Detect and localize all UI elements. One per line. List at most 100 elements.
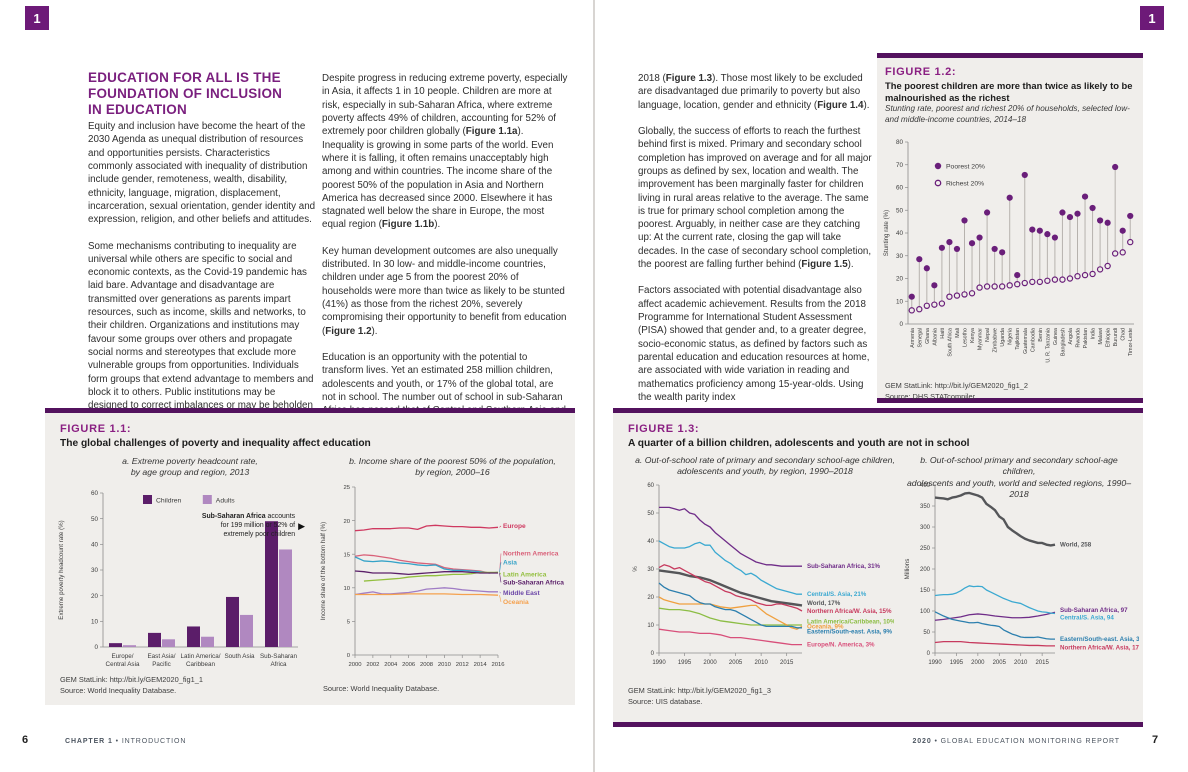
- svg-text:1990: 1990: [928, 660, 942, 666]
- svg-text:60: 60: [91, 490, 99, 497]
- svg-text:20: 20: [647, 595, 654, 601]
- page-gutter-divider: [593, 0, 595, 772]
- svg-text:Kenya: Kenya: [970, 328, 976, 343]
- svg-text:200: 200: [920, 567, 931, 573]
- svg-text:Europe: Europe: [503, 523, 526, 530]
- svg-text:40: 40: [896, 230, 904, 237]
- figure-1-3a-panel-title: a. Out-of-school rate of primary and sec…: [635, 455, 895, 477]
- svg-text:Asia: Asia: [503, 559, 517, 566]
- svg-text:Caribbean: Caribbean: [186, 661, 216, 668]
- svg-text:2012: 2012: [456, 662, 469, 668]
- svg-text:South Africa: South Africa: [947, 328, 953, 357]
- svg-text:East Asia/: East Asia/: [147, 653, 175, 660]
- source-text: Source: DHS STATcompiler.: [885, 392, 977, 402]
- svg-text:U. R. Tanzania: U. R. Tanzania: [1045, 328, 1051, 363]
- paragraph: Despite progress in reducing extreme pov…: [322, 73, 568, 231]
- out-of-school-rate-line-chart: 0 10 20 30 40 50 60 1990 1995 2000 2005 2010 2015% Su…: [632, 483, 894, 666]
- statlink-text: GEM StatLink: http://bit.ly/GEM2020_fig1…: [628, 686, 771, 695]
- text-column-3: 2018 (Figure 1.3). Those most likely to …: [638, 72, 872, 417]
- svg-text:Uganda: Uganda: [1000, 328, 1006, 347]
- svg-text:30: 30: [647, 567, 654, 573]
- svg-text:Middle East: Middle East: [503, 590, 540, 597]
- footer-section: • INTRODUCTION: [112, 738, 187, 745]
- footer-year: 2020: [912, 738, 932, 745]
- svg-text:50: 50: [896, 207, 904, 214]
- svg-text:1990: 1990: [652, 660, 666, 666]
- source-text: Source: World Inequality Database.: [60, 686, 177, 696]
- page-number-right: 7: [1152, 734, 1159, 746]
- extreme-poverty-bar-chart: 0 10 20 30 40 50 60 Extreme poverty headcount r…: [58, 490, 298, 668]
- svg-text:Northern Africa/W. Asia, 15%: Northern Africa/W. Asia, 15%: [807, 608, 892, 615]
- paragraph: 2018 (Figure 1.3). Those most likely to …: [638, 73, 870, 111]
- figure-1-1b-panel-title: b. Income share of the poorest 50% of th…: [349, 456, 556, 478]
- running-footer-right: 2020 • GLOBAL EDUCATION MONITORING REPOR…: [880, 738, 1120, 745]
- svg-text:10: 10: [343, 586, 350, 592]
- svg-text:Ghana: Ghana: [925, 328, 931, 344]
- chapter-number-badge-left: 1: [25, 6, 49, 30]
- svg-text:30: 30: [896, 253, 904, 260]
- svg-text:Oceania, 9%: Oceania, 9%: [807, 624, 844, 631]
- svg-text:350: 350: [920, 504, 931, 510]
- text-column-1: Equity and inclusion have become the hea…: [88, 120, 316, 439]
- svg-text:Latin America/Caribbean, 10%: Latin America/Caribbean, 10%: [807, 618, 894, 625]
- svg-text:Burundi: Burundi: [1113, 328, 1119, 346]
- svg-text:300: 300: [920, 525, 931, 531]
- svg-text:Africa: Africa: [270, 661, 287, 668]
- svg-text:0: 0: [347, 653, 351, 659]
- svg-text:Malawi: Malawi: [1098, 328, 1104, 344]
- figure-1-1-title: The global challenges of poverty and ine…: [60, 438, 371, 449]
- svg-text:India: India: [1091, 328, 1097, 340]
- svg-text:Nigeria: Nigeria: [1008, 328, 1014, 345]
- svg-text:2004: 2004: [384, 662, 398, 668]
- svg-text:40: 40: [91, 542, 99, 549]
- figure-1-3-label: FIGURE 1.3:: [628, 423, 700, 435]
- svg-text:1995: 1995: [678, 660, 692, 666]
- svg-text:0: 0: [899, 321, 903, 328]
- svg-text:Europe/N. America, 3%: Europe/N. America, 3%: [807, 642, 875, 649]
- svg-text:60: 60: [896, 185, 904, 192]
- svg-text:20: 20: [343, 519, 350, 525]
- svg-text:Pacific: Pacific: [152, 661, 171, 668]
- stunting-rate-dumbbell-chart: 0 10 20 30 40 50 60 70 80 Stunting rate (%) Armeni…: [883, 139, 1134, 363]
- svg-text:20: 20: [91, 593, 99, 600]
- figure-1-2-subtitle: Stunting rate, poorest and richest 20% o…: [885, 104, 1130, 124]
- svg-text:Latin America: Latin America: [503, 571, 547, 578]
- svg-text:Rwanda: Rwanda: [1076, 328, 1082, 347]
- svg-text:Bangladesh: Bangladesh: [1060, 328, 1066, 356]
- figure-1-3: FIGURE 1.3: A quarter of a billion child…: [613, 408, 1143, 727]
- chapter-number-badge-right: 1: [1140, 6, 1164, 30]
- svg-text:2010: 2010: [754, 660, 768, 666]
- svg-text:Central/S. Asia, 94: Central/S. Asia, 94: [1060, 615, 1114, 622]
- svg-text:0: 0: [94, 644, 98, 651]
- svg-text:Timor-Leste: Timor-Leste: [1128, 328, 1134, 356]
- svg-text:10: 10: [91, 619, 99, 626]
- svg-text:Northern Africa/W. Asia, 17: Northern Africa/W. Asia, 17: [1060, 645, 1139, 652]
- figure-1-2-title: The poorest children are more than twice…: [885, 80, 1133, 103]
- figure-1-3-title: A quarter of a billion children, adolesc…: [628, 438, 970, 449]
- svg-text:2015: 2015: [1035, 660, 1049, 666]
- statlink-text: GEM StatLink: http://bit.ly/GEM2020_fig1…: [60, 675, 203, 684]
- svg-text:Myanmar: Myanmar: [978, 328, 984, 350]
- svg-text:2000: 2000: [971, 660, 985, 666]
- svg-text:10: 10: [896, 298, 904, 305]
- svg-text:Sub-Saharan Africa, 97: Sub-Saharan Africa, 97: [1060, 607, 1128, 614]
- svg-text:70: 70: [896, 162, 904, 169]
- svg-text:World, 17%: World, 17%: [807, 600, 841, 607]
- svg-text:2014: 2014: [474, 662, 488, 668]
- svg-text:Cambodia: Cambodia: [1030, 328, 1036, 352]
- svg-text:Senegal: Senegal: [917, 328, 923, 347]
- svg-text:2002: 2002: [366, 662, 379, 668]
- svg-text:0: 0: [651, 651, 655, 657]
- svg-text:2005: 2005: [729, 660, 743, 666]
- svg-text:Sub-Saharan: Sub-Saharan: [260, 653, 298, 660]
- svg-text:Eastern/South-east. Asia, 9%: Eastern/South-east. Asia, 9%: [807, 629, 893, 636]
- paragraph: Globally, the success of efforts to reac…: [638, 125, 872, 271]
- figure-1-2: FIGURE 1.2: The poorest children are mor…: [877, 53, 1143, 403]
- svg-text:5: 5: [347, 620, 351, 626]
- figure-1-1-label: FIGURE 1.1:: [60, 423, 132, 435]
- svg-text:2006: 2006: [402, 662, 416, 668]
- source-text: Source: World Inequality Database.: [323, 684, 440, 693]
- page-number-left: 6: [22, 734, 29, 746]
- svg-text:20: 20: [896, 276, 904, 283]
- svg-text:Sub-Saharan Africa: Sub-Saharan Africa: [503, 579, 564, 586]
